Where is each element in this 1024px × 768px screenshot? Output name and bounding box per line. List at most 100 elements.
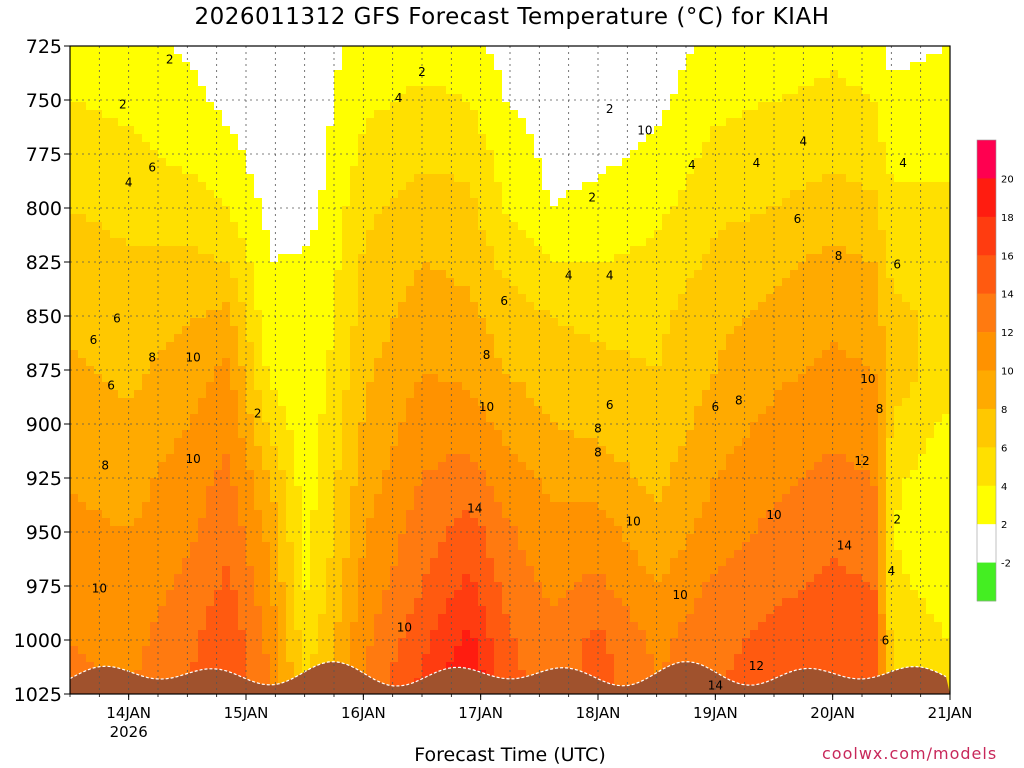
field-cell xyxy=(366,86,375,95)
field-cell xyxy=(446,606,455,615)
field-cell xyxy=(494,198,503,207)
field-cell xyxy=(462,118,471,127)
field-cell xyxy=(238,366,247,375)
field-cell xyxy=(422,142,431,151)
field-cell xyxy=(526,454,535,463)
field-cell xyxy=(414,126,423,135)
field-cell xyxy=(110,102,119,111)
field-cell xyxy=(214,350,223,359)
field-cell xyxy=(374,382,383,391)
field-cell xyxy=(326,134,335,143)
field-cell xyxy=(478,286,487,295)
field-cell xyxy=(486,494,495,503)
field-cell xyxy=(486,590,495,599)
field-cell xyxy=(558,438,567,447)
field-cell xyxy=(278,582,287,591)
field-cell xyxy=(270,286,279,295)
field-cell xyxy=(118,334,127,343)
field-cell xyxy=(78,286,87,295)
field-cell xyxy=(318,606,327,615)
field-cell xyxy=(70,158,79,167)
field-cell xyxy=(142,510,151,519)
field-cell xyxy=(230,142,239,151)
field-cell xyxy=(398,174,407,183)
field-cell xyxy=(422,390,431,399)
field-cell xyxy=(318,286,327,295)
field-cell xyxy=(230,46,239,55)
field-cell xyxy=(270,118,279,127)
field-cell xyxy=(350,198,359,207)
field-cell xyxy=(278,70,287,79)
field-cell xyxy=(494,670,503,679)
field-cell xyxy=(310,390,319,399)
field-cell xyxy=(286,574,295,583)
field-cell xyxy=(358,118,367,127)
field-cell xyxy=(238,382,247,391)
field-cell xyxy=(278,238,287,247)
field-cell xyxy=(526,606,535,615)
field-cell xyxy=(126,494,135,503)
field-cell xyxy=(310,638,319,647)
field-cell xyxy=(238,502,247,511)
field-cell xyxy=(110,78,119,87)
field-cell xyxy=(198,350,207,359)
field-cell xyxy=(550,118,559,127)
field-cell xyxy=(398,438,407,447)
field-cell xyxy=(198,286,207,295)
field-cell xyxy=(182,478,191,487)
field-cell xyxy=(166,558,175,567)
field-cell xyxy=(278,358,287,367)
field-cell xyxy=(318,478,327,487)
field-cell xyxy=(486,598,495,607)
field-cell xyxy=(430,270,439,279)
field-cell xyxy=(294,390,303,399)
field-cell xyxy=(286,670,295,679)
field-cell xyxy=(302,606,311,615)
field-cell xyxy=(446,382,455,391)
field-cell xyxy=(118,622,127,631)
field-cell xyxy=(206,390,215,399)
field-cell xyxy=(222,78,231,87)
field-cell xyxy=(278,558,287,567)
field-cell xyxy=(390,326,399,335)
field-cell xyxy=(510,222,519,231)
field-cell xyxy=(230,462,239,471)
field-cell xyxy=(110,590,119,599)
field-cell xyxy=(342,494,351,503)
field-cell xyxy=(406,350,415,359)
field-cell xyxy=(102,326,111,335)
field-cell xyxy=(534,238,543,247)
field-cell xyxy=(78,542,87,551)
field-cell xyxy=(414,158,423,167)
field-cell xyxy=(326,502,335,511)
field-cell xyxy=(158,142,167,151)
field-cell xyxy=(342,278,351,287)
field-cell xyxy=(158,358,167,367)
field-cell xyxy=(326,206,335,215)
field-cell xyxy=(398,278,407,287)
field-cell xyxy=(262,126,271,135)
field-cell xyxy=(510,598,519,607)
field-cell xyxy=(430,414,439,423)
field-cell xyxy=(278,86,287,95)
field-cell xyxy=(230,614,239,623)
field-cell xyxy=(438,462,447,471)
field-cell xyxy=(262,542,271,551)
field-cell xyxy=(438,438,447,447)
field-cell xyxy=(326,438,335,447)
field-cell xyxy=(510,502,519,511)
field-cell xyxy=(374,598,383,607)
field-cell xyxy=(438,110,447,119)
field-cell xyxy=(102,190,111,199)
field-cell xyxy=(542,446,551,455)
field-cell xyxy=(438,326,447,335)
field-cell xyxy=(374,110,383,119)
field-cell xyxy=(406,390,415,399)
field-cell xyxy=(246,494,255,503)
field-cell xyxy=(78,134,87,143)
field-cell xyxy=(286,662,295,671)
field-cell xyxy=(150,486,159,495)
field-cell xyxy=(374,590,383,599)
field-cell xyxy=(158,238,167,247)
